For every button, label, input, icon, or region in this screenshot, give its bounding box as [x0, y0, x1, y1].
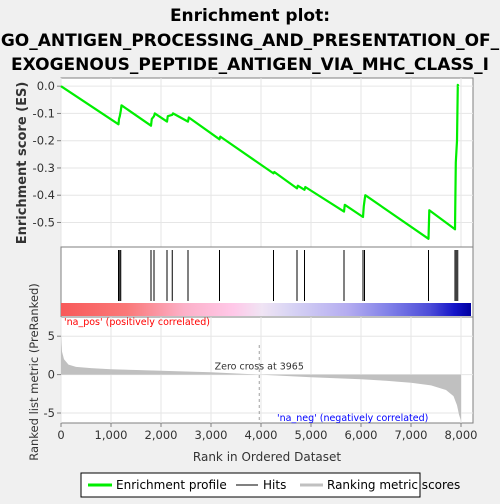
title-line-1: Enrichment plot:	[170, 6, 330, 26]
es-panel	[60, 77, 474, 248]
es-y-tick-label: -0.1	[33, 106, 55, 120]
x-axis-ticks: 0 1,000 2,000 3,000 4,000 5,000 6,000 7,000 8,00…	[57, 423, 477, 442]
legend-label-enrichment: Enrichment profile	[116, 478, 227, 492]
x-tick-label: 8,000	[445, 428, 478, 442]
legend-label-metric: Ranking metric scores	[327, 478, 460, 492]
es-y-tick-label: -0.5	[33, 215, 55, 229]
metric-y-tick-label: 0	[48, 368, 55, 382]
x-tick-label: 4,000	[245, 428, 278, 442]
es-y-ticks: 0.0 -0.1 -0.2 -0.3 -0.4 -0.5	[33, 79, 61, 229]
hits-marks	[118, 250, 459, 301]
metric-y-ticks: 5 0 -5	[44, 329, 61, 420]
title-line-2: GO_ANTIGEN_PROCESSING_AND_PRESENTATION_O…	[1, 31, 500, 51]
metric-y-tick-label: -5	[44, 406, 55, 420]
title-line-3: EXOGENOUS_PEPTIDE_ANTIGEN_VIA_MHC_CLASS_…	[11, 55, 489, 75]
pos-correlated-label: 'na_pos' (positively correlated)	[64, 317, 210, 328]
x-tick-label: 7,000	[395, 428, 428, 442]
neg-correlated-label: 'na_neg' (negatively correlated)	[277, 413, 428, 424]
x-tick-label: 6,000	[345, 428, 378, 442]
ranking-metric-area	[61, 333, 461, 421]
metric-y-axis-label: Ranked list metric (PreRanked)	[27, 283, 41, 461]
x-tick-label: 3,000	[195, 428, 228, 442]
x-tick-label: 5,000	[295, 428, 328, 442]
x-tick-label: 2,000	[145, 428, 178, 442]
x-tick-label: 0	[57, 428, 64, 442]
zero-cross-label: Zero cross at 3965	[215, 362, 304, 373]
es-y-tick-label: -0.2	[33, 134, 55, 148]
metric-y-tick-label: 5	[48, 329, 55, 343]
es-y-tick-label: -0.3	[33, 161, 55, 175]
es-y-tick-label: 0.0	[37, 79, 55, 93]
x-axis-label: Rank in Ordered Dataset	[193, 450, 341, 464]
es-y-axis-label: Enrichment score (ES)	[15, 82, 30, 245]
es-y-tick-label: -0.4	[33, 188, 55, 202]
legend-label-hits: Hits	[263, 478, 286, 492]
enrichment-profile-line	[60, 83, 460, 240]
rank-color-bar	[61, 303, 471, 316]
x-tick-label: 1,000	[95, 428, 128, 442]
